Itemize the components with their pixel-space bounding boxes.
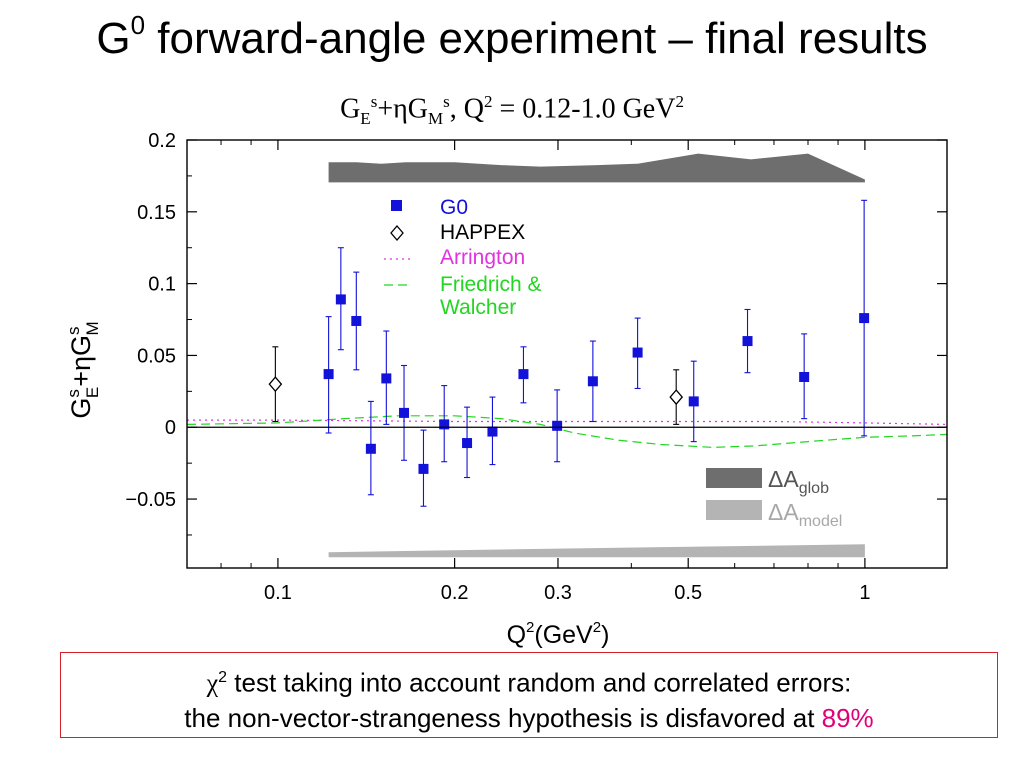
g0-point [487, 426, 498, 437]
subtitle-m: M [427, 108, 444, 128]
subtitle-e: E [360, 108, 371, 128]
note-text-1: test taking into account random and corr… [227, 667, 852, 698]
chart-legend: G0 HAPPEX Arrington Friedrich & Walcher [384, 196, 542, 319]
legend-friedrich-label-1: Friedrich & [440, 273, 542, 296]
g0-point [587, 376, 598, 387]
note-percent: 89% [821, 702, 874, 733]
y-tick-label: 0.05 [137, 345, 176, 367]
model-curves [186, 415, 948, 449]
legend-arrington-label: Arrington [440, 246, 525, 269]
x-tick-label: 0.2 [441, 582, 469, 604]
g0-results-chart: 0.2 0.15 0.1 0.05 0 −0.05 0.1 0.2 0.3 0.5 1 G0 HAP… [64, 130, 948, 649]
x-tick-label: 0.1 [264, 582, 292, 604]
y-tick-label: 0.15 [137, 202, 176, 224]
g0-point [439, 419, 450, 430]
band-legend-model-swatch [706, 500, 762, 520]
systematic-bands [328, 153, 865, 558]
g0-point [351, 315, 362, 326]
subtitle-q-sup: 2 [483, 92, 493, 111]
chart-axes: 0.2 0.15 0.1 0.05 0 −0.05 0.1 0.2 0.3 0.5 1 [125, 130, 948, 604]
arrington-curve [187, 419, 948, 425]
subtitle-range: = 0.12-1.0 GeV [492, 93, 676, 125]
g0-point [381, 373, 392, 384]
title-text: forward-angle experiment – final results [145, 14, 928, 63]
g0-point [632, 347, 643, 358]
legend-happex-marker [390, 225, 404, 241]
note-line-1: χ2 test taking into account random and c… [61, 661, 997, 701]
title-superscript: 0 [130, 10, 146, 40]
y-tick-label: −0.05 [125, 489, 176, 511]
chi-superscript: 2 [218, 669, 228, 686]
band-legend-model-label: ΔAmodel [768, 499, 842, 530]
legend-friedrich-label-2: Walcher [440, 296, 516, 319]
data-points [268, 199, 870, 507]
g0-point [323, 369, 334, 380]
g0-point [688, 396, 699, 407]
g0-point [335, 294, 346, 305]
g0-point [552, 420, 563, 431]
band-delta-a-model [328, 544, 865, 558]
subtitle-q: , Q [449, 93, 484, 125]
legend-g0-marker [391, 200, 402, 211]
title-g: G [96, 14, 131, 63]
y-axis-label: GsE+ηGsM [64, 321, 102, 418]
note-text-2: the non-vector-strangeness hypothesis is… [184, 702, 822, 733]
g0-point [462, 438, 473, 449]
subtitle-gev-sup: 2 [675, 92, 684, 111]
y-tick-label: 0.1 [148, 274, 176, 296]
g0-point [365, 443, 376, 454]
happex-point [268, 376, 283, 393]
x-tick-label: 1 [859, 582, 870, 604]
happex-point [669, 389, 684, 406]
g0-point [859, 313, 870, 324]
plot-frame [186, 139, 948, 569]
chi-symbol: χ [206, 668, 219, 698]
slide-title: G0 forward-angle experiment – final resu… [0, 10, 1024, 64]
g0-point [399, 407, 410, 418]
x-tick-label: 0.5 [674, 582, 702, 604]
y-tick-label: 0.2 [148, 130, 176, 152]
g0-point [799, 371, 810, 382]
result-note-box: χ2 test taking into account random and c… [60, 652, 998, 738]
g0-point [742, 336, 753, 347]
subtitle-g: G [340, 93, 361, 125]
slide-subtitle: GEs+ηGMs, Q2 = 0.12-1.0 GeV2 [0, 92, 1024, 129]
note-line-2: the non-vector-strangeness hypothesis is… [61, 701, 997, 735]
band-legend-glob-swatch [706, 468, 762, 488]
legend-g0-label: G0 [440, 196, 468, 219]
band-delta-a-glob [328, 153, 865, 183]
x-axis-label: Q2(GeV2) [507, 619, 610, 649]
g0-point [418, 463, 429, 474]
subtitle-s1: s [370, 92, 378, 111]
x-tick-label: 0.3 [544, 582, 572, 604]
subtitle-plus-eta: +ηG [377, 93, 428, 125]
band-legend: ΔAglob ΔAmodel [706, 466, 842, 530]
g0-point [518, 369, 529, 380]
band-legend-glob-label: ΔAglob [768, 466, 829, 497]
y-tick-label: 0 [165, 417, 176, 439]
legend-happex-label: HAPPEX [440, 221, 525, 244]
subtitle-s2: s [443, 92, 450, 111]
